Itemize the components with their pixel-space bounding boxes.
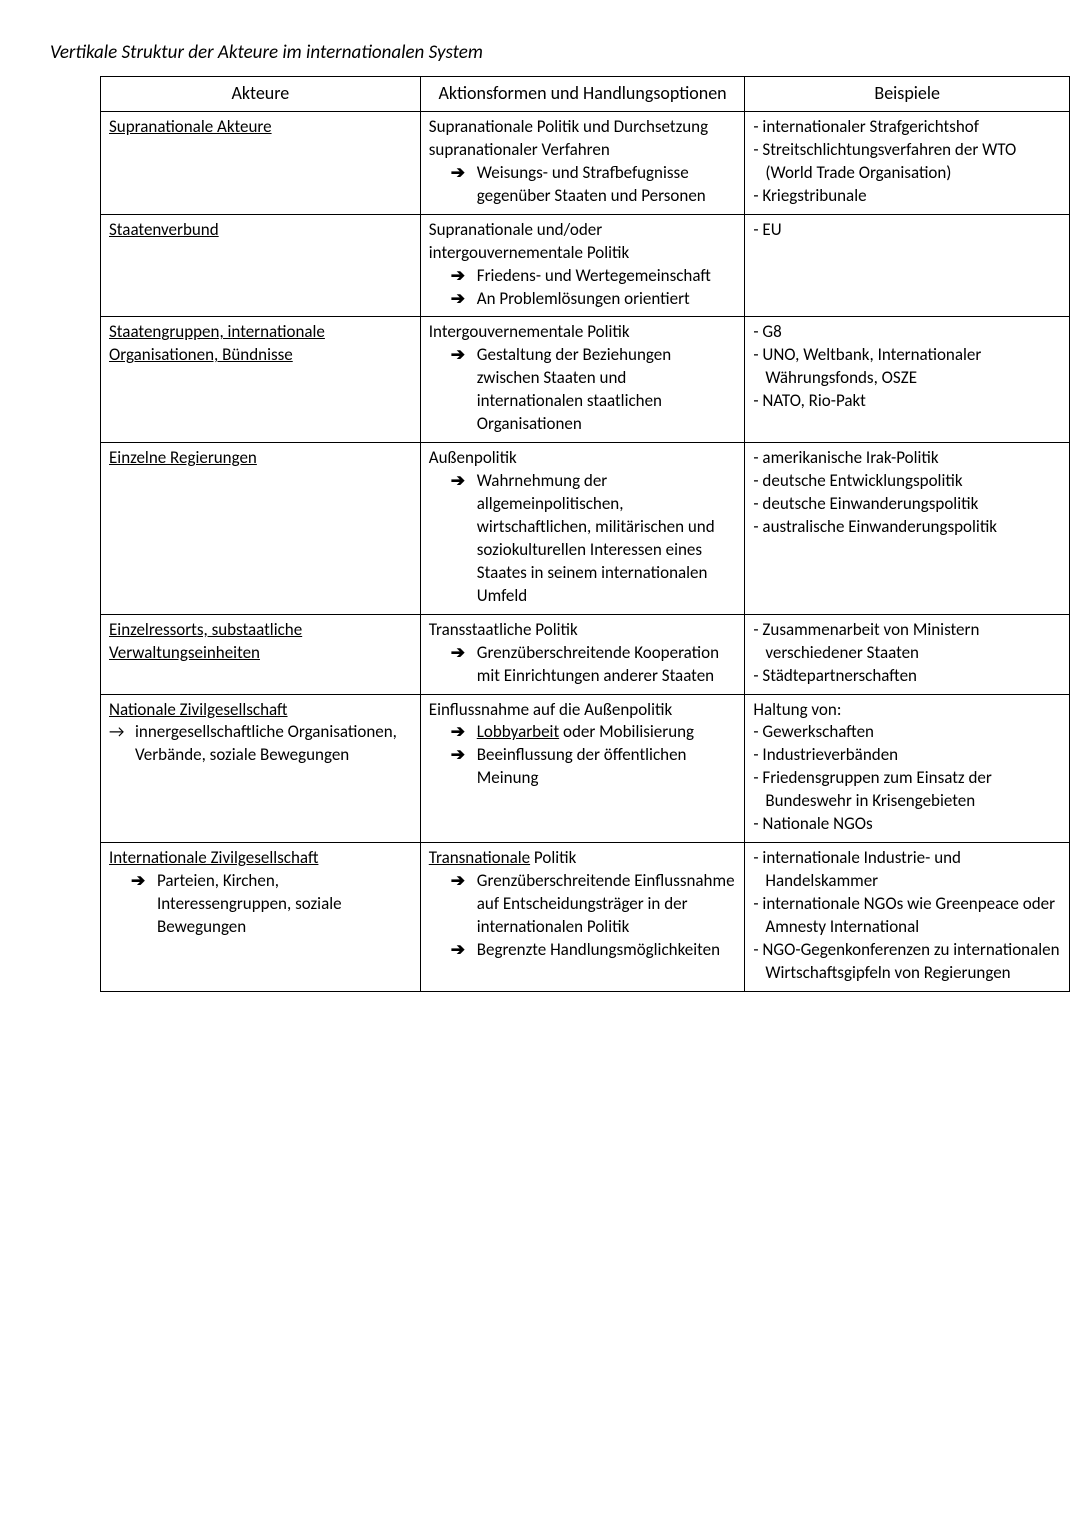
arrow-icon: ➔ bbox=[451, 870, 477, 893]
actors-table: Akteure Aktionsformen und Handlungsoptio… bbox=[100, 76, 1070, 992]
arrow-text: Begrenzte Handlungsmöglichkeiten bbox=[477, 939, 737, 962]
arrow-icon: ➔ bbox=[451, 265, 477, 288]
akteur-title: Nationale Zivilgesellschaft bbox=[109, 699, 288, 720]
akteur-title: Staatenverbund bbox=[109, 219, 219, 240]
cell-beispiele: - internationaler Strafgerichtshof- Stre… bbox=[745, 111, 1070, 214]
akteur-title: Internationale Zivilgesellschaft bbox=[109, 847, 318, 868]
arrow-icon: ➔ bbox=[451, 721, 477, 744]
cell-aktion: Transstaatliche Politik➔Grenzüberschreit… bbox=[420, 614, 745, 694]
table-row: Einzelressorts, substaatliche Verwaltung… bbox=[101, 614, 1070, 694]
cell-akteure: Einzelne Regierungen bbox=[101, 443, 421, 615]
beispiel-item: - Städtepartnerschaften bbox=[753, 665, 1061, 688]
cell-beispiele: - G8- UNO, Weltbank, Internationaler Wäh… bbox=[745, 317, 1070, 443]
cell-beispiele: Haltung von:- Gewerkschaften- Industriev… bbox=[745, 694, 1070, 843]
arrow-text: Wahrnehmung der allgemeinpolitischen, wi… bbox=[477, 470, 737, 608]
akteur-title: Einzelne Regierungen bbox=[109, 447, 257, 468]
beispiel-item: - Friedensgruppen zum Einsatz der Bundes… bbox=[753, 767, 1061, 813]
arrow-icon: ➔ bbox=[451, 162, 477, 185]
arrow-text: An Problemlösungen orientiert bbox=[477, 288, 737, 311]
table-row: Einzelne Regierungen Außenpolitik➔Wahrneh… bbox=[101, 443, 1070, 615]
akteur-title: Supranationale Akteure bbox=[109, 116, 272, 137]
aktion-lead: Supranationale und/oder intergouvernemen… bbox=[429, 219, 737, 265]
beispiel-item: - australische Einwanderungspolitik bbox=[753, 516, 1061, 539]
beispiel-item: - NGO-Gegenkonferenzen zu internationale… bbox=[753, 939, 1061, 985]
beispiele-lead: Haltung von: bbox=[753, 699, 1061, 722]
arrow-icon: ➔ bbox=[451, 344, 477, 367]
table-row: Nationale Zivilgesellschaft→innergesells… bbox=[101, 694, 1070, 843]
cell-beispiele: - amerikanische Irak-Politik- deutsche E… bbox=[745, 443, 1070, 615]
arrow-icon: ➔ bbox=[451, 288, 477, 311]
aktion-lead: Transnationale Politik bbox=[429, 847, 737, 870]
aktion-lead: Supranationale Politik und Durchsetzung … bbox=[429, 116, 737, 162]
akteur-subtext: →innergesellschaftliche Organisationen, … bbox=[109, 721, 412, 767]
beispiel-item: - deutsche Einwanderungspolitik bbox=[753, 493, 1061, 516]
cell-aktion: Supranationale Politik und Durchsetzung … bbox=[420, 111, 745, 214]
beispiel-item: - G8 bbox=[753, 321, 1061, 344]
cell-akteure: Staatenverbund bbox=[101, 214, 421, 317]
beispiel-item: - EU bbox=[753, 219, 1061, 242]
akteur-title: Staatengruppen, internationale Organisat… bbox=[109, 321, 325, 365]
beispiel-item: - Gewerkschaften bbox=[753, 721, 1061, 744]
aktion-lead: Einflussnahme auf die Außenpolitik bbox=[429, 699, 737, 722]
aktion-lead: Transstaatliche Politik bbox=[429, 619, 737, 642]
beispiel-item: - internationale NGOs wie Greenpeace ode… bbox=[753, 893, 1061, 939]
table-row: Staatengruppen, internationale Organisat… bbox=[101, 317, 1070, 443]
cell-aktion: Intergouvernementale Politik➔Gestaltung … bbox=[420, 317, 745, 443]
cell-akteure: Internationale Zivilgesellschaft➔Parteie… bbox=[101, 843, 421, 992]
arrow-text: innergesellschaftliche Organisationen, V… bbox=[135, 721, 412, 767]
arrow-text: Lobbyarbeit oder Mobilisierung bbox=[477, 721, 737, 744]
arrow-icon: ➔ bbox=[451, 470, 477, 493]
arrow-icon: → bbox=[109, 721, 135, 744]
beispiel-item: - deutsche Entwicklungspolitik bbox=[753, 470, 1061, 493]
cell-akteure: Nationale Zivilgesellschaft→innergesells… bbox=[101, 694, 421, 843]
cell-aktion: Transnationale Politik➔Grenzüberschreite… bbox=[420, 843, 745, 992]
arrow-text: Weisungs- und Strafbefugnisse gegenüber … bbox=[477, 162, 737, 208]
beispiel-item: - internationale Industrie- und Handelsk… bbox=[753, 847, 1061, 893]
table-row: Supranationale Akteure Supranationale Pol… bbox=[101, 111, 1070, 214]
beispiel-item: - Nationale NGOs bbox=[753, 813, 1061, 836]
beispiel-item: - UNO, Weltbank, Internationaler Währung… bbox=[753, 344, 1061, 390]
column-header-aktionsformen: Aktionsformen und Handlungsoptionen bbox=[420, 76, 745, 111]
column-header-akteure: Akteure bbox=[101, 76, 421, 111]
cell-beispiele: - EU bbox=[745, 214, 1070, 317]
beispiel-item: - Industrieverbänden bbox=[753, 744, 1061, 767]
cell-aktion: Außenpolitik➔Wahrnehmung der allgemeinpo… bbox=[420, 443, 745, 615]
cell-aktion: Einflussnahme auf die Außenpolitik➔Lobby… bbox=[420, 694, 745, 843]
beispiel-item: - internationaler Strafgerichtshof bbox=[753, 116, 1061, 139]
beispiel-item: - amerikanische Irak-Politik bbox=[753, 447, 1061, 470]
cell-akteure: Supranationale Akteure bbox=[101, 111, 421, 214]
beispiel-item: - Zusammenarbeit von Ministern verschied… bbox=[753, 619, 1061, 665]
document-title: Vertikale Struktur der Akteure im intern… bbox=[50, 40, 1030, 66]
column-header-beispiele: Beispiele bbox=[745, 76, 1070, 111]
arrow-icon: ➔ bbox=[451, 642, 477, 665]
arrow-icon: ➔ bbox=[451, 939, 477, 962]
akteur-title: Einzelressorts, substaatliche Verwaltung… bbox=[109, 619, 302, 663]
aktion-lead: Außenpolitik bbox=[429, 447, 737, 470]
cell-beispiele: - internationale Industrie- und Handelsk… bbox=[745, 843, 1070, 992]
arrow-text: Gestaltung der Beziehungen zwischen Staa… bbox=[477, 344, 737, 436]
arrow-icon: ➔ bbox=[451, 744, 477, 767]
cell-akteure: Staatengruppen, internationale Organisat… bbox=[101, 317, 421, 443]
table-row: Staatenverbund Supranationale und/oder in… bbox=[101, 214, 1070, 317]
beispiel-item: - Kriegstribunale bbox=[753, 185, 1061, 208]
cell-beispiele: - Zusammenarbeit von Ministern verschied… bbox=[745, 614, 1070, 694]
arrow-icon: ➔ bbox=[131, 870, 157, 893]
table-row: Internationale Zivilgesellschaft➔Parteie… bbox=[101, 843, 1070, 992]
beispiel-item: - NATO, Rio-Pakt bbox=[753, 390, 1061, 413]
cell-akteure: Einzelressorts, substaatliche Verwaltung… bbox=[101, 614, 421, 694]
cell-aktion: Supranationale und/oder intergouvernemen… bbox=[420, 214, 745, 317]
beispiel-item: - Streitschlichtungsverfahren der WTO (W… bbox=[753, 139, 1061, 185]
arrow-text: Friedens- und Wertegemeinschaft bbox=[477, 265, 737, 288]
arrow-text: Parteien, Kirchen, Interessengruppen, so… bbox=[157, 870, 412, 939]
arrow-text: Grenzüberschreitende Kooperation mit Ein… bbox=[477, 642, 737, 688]
arrow-text: Beeinflussung der öffentlichen Meinung bbox=[477, 744, 737, 790]
aktion-lead: Intergouvernementale Politik bbox=[429, 321, 737, 344]
arrow-text: Grenzüberschreitende Einflussnahme auf E… bbox=[477, 870, 737, 939]
